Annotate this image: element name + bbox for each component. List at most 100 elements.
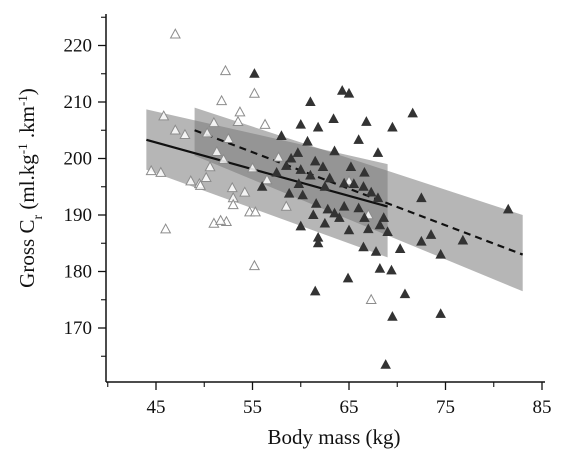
- data-point-filled-triangle: [365, 186, 377, 197]
- data-point-open-triangle: [145, 164, 157, 176]
- data-point-open-triangle: [185, 175, 197, 186]
- data-point-filled-triangle: [285, 152, 297, 163]
- data-point-open-triangle: [169, 124, 181, 135]
- data-point-filled-triangle: [338, 200, 350, 211]
- data-point-filled-triangle: [324, 172, 335, 183]
- data-point-open-triangle: [201, 127, 213, 138]
- data-point-open-triangle: [169, 28, 181, 39]
- data-point-filled-triangle: [334, 212, 345, 222]
- data-point-open-triangle: [226, 181, 238, 193]
- data-point-filled-triangle: [374, 219, 386, 230]
- x-tick-label: 65: [340, 397, 359, 418]
- data-point-filled-triangle: [435, 308, 446, 318]
- data-point-filled-triangle: [338, 177, 350, 188]
- data-point-filled-triangle: [386, 264, 397, 275]
- data-point-open-triangle: [208, 116, 220, 128]
- data-points: [145, 28, 514, 369]
- data-point-filled-triangle: [309, 155, 321, 166]
- data-point-open-triangle: [261, 173, 273, 185]
- data-point-open-triangle: [216, 94, 228, 106]
- data-point-filled-triangle: [336, 85, 348, 95]
- data-point-filled-triangle: [359, 212, 370, 222]
- y-axis-title-unit-close: ): [15, 88, 39, 95]
- data-point-filled-triangle: [416, 192, 427, 203]
- data-point-filled-triangle: [283, 187, 295, 198]
- data-point-filled-triangle: [308, 209, 319, 220]
- x-tick-label: 55: [243, 397, 262, 418]
- y-tick-label: 170: [64, 318, 93, 339]
- y-tick-label: 220: [64, 36, 93, 57]
- data-point-open-triangle: [234, 106, 246, 117]
- data-point-open-triangle: [248, 259, 261, 271]
- data-point-filled-triangle: [293, 178, 305, 188]
- data-point-filled-triangle: [328, 113, 339, 123]
- data-point-filled-triangle: [322, 203, 334, 214]
- data-point-filled-triangle: [309, 285, 321, 296]
- y-axis-title-main: Gross C: [15, 220, 39, 288]
- y-axis-title-superscript-1: -1: [15, 143, 30, 154]
- data-point-open-triangle: [217, 153, 230, 164]
- data-point-filled-triangle: [359, 166, 370, 177]
- data-point-open-triangle: [280, 200, 292, 211]
- data-point-filled-triangle: [387, 121, 398, 132]
- data-point-filled-triangle: [353, 134, 364, 144]
- data-point-filled-triangle: [256, 181, 268, 191]
- data-point-filled-triangle: [319, 217, 331, 228]
- data-point-filled-triangle: [416, 235, 427, 246]
- data-point-filled-triangle: [394, 243, 406, 253]
- data-point-filled-triangle: [425, 229, 437, 239]
- data-point-filled-triangle: [358, 181, 369, 191]
- data-point-filled-triangle: [295, 118, 307, 129]
- regression-line-dashed: [194, 129, 524, 256]
- y-tick-label: 190: [64, 205, 93, 226]
- data-point-filled-triangle: [370, 246, 382, 256]
- y-axis-title-superscript-2: -1: [15, 95, 30, 106]
- data-point-open-triangle: [272, 151, 285, 162]
- data-point-open-triangle: [215, 214, 227, 225]
- data-point-filled-triangle: [329, 145, 340, 156]
- data-point-filled-triangle: [387, 311, 398, 321]
- data-point-open-triangle: [365, 293, 377, 304]
- data-point-filled-triangle: [302, 135, 313, 146]
- y-axis-title-unit-open: (ml.kg: [15, 154, 39, 215]
- data-point-filled-triangle: [380, 359, 391, 369]
- data-point-open-triangle: [204, 160, 216, 172]
- regression-lines: [146, 129, 524, 256]
- data-point-open-triangle: [249, 206, 261, 217]
- data-point-filled-triangle: [271, 166, 282, 177]
- data-point-filled-triangle: [382, 226, 393, 236]
- data-point-open-triangle: [222, 132, 234, 143]
- data-point-filled-triangle: [372, 192, 384, 203]
- data-point-filled-triangle: [457, 234, 469, 245]
- data-point-open-triangle: [259, 118, 271, 129]
- data-point-open-triangle: [179, 128, 191, 140]
- data-point-open-triangle: [248, 87, 261, 98]
- data-point-filled-triangle: [435, 248, 446, 259]
- data-point-filled-triangle: [502, 203, 514, 214]
- data-point-filled-triangle: [348, 178, 360, 188]
- data-point-filled-triangle: [358, 241, 369, 252]
- data-point-filled-triangle: [319, 181, 331, 191]
- data-point-open-triangle: [158, 110, 170, 121]
- y-tick-label: 180: [64, 262, 93, 283]
- data-point-filled-triangle: [374, 263, 386, 273]
- data-point-filled-triangle: [343, 87, 355, 98]
- data-point-filled-triangle: [297, 189, 308, 200]
- y-tick-label: 210: [64, 92, 93, 113]
- data-point-filled-triangle: [317, 161, 329, 172]
- data-point-filled-triangle: [378, 212, 389, 222]
- data-point-filled-triangle: [310, 198, 322, 208]
- data-point-open-triangle: [239, 186, 251, 197]
- data-point-filled-triangle: [372, 147, 384, 157]
- y-axis-title-subscript: r: [31, 215, 46, 220]
- x-axis-title: Body mass (kg): [268, 425, 401, 449]
- data-point-open-triangle: [160, 223, 172, 234]
- x-tick-label: 45: [147, 397, 166, 418]
- data-point-filled-triangle: [281, 160, 292, 170]
- data-point-filled-triangle: [292, 147, 304, 157]
- data-point-filled-triangle: [353, 202, 364, 213]
- data-point-filled-triangle: [407, 107, 418, 118]
- data-point-filled-triangle: [305, 96, 316, 107]
- x-tick-label: 85: [533, 397, 552, 418]
